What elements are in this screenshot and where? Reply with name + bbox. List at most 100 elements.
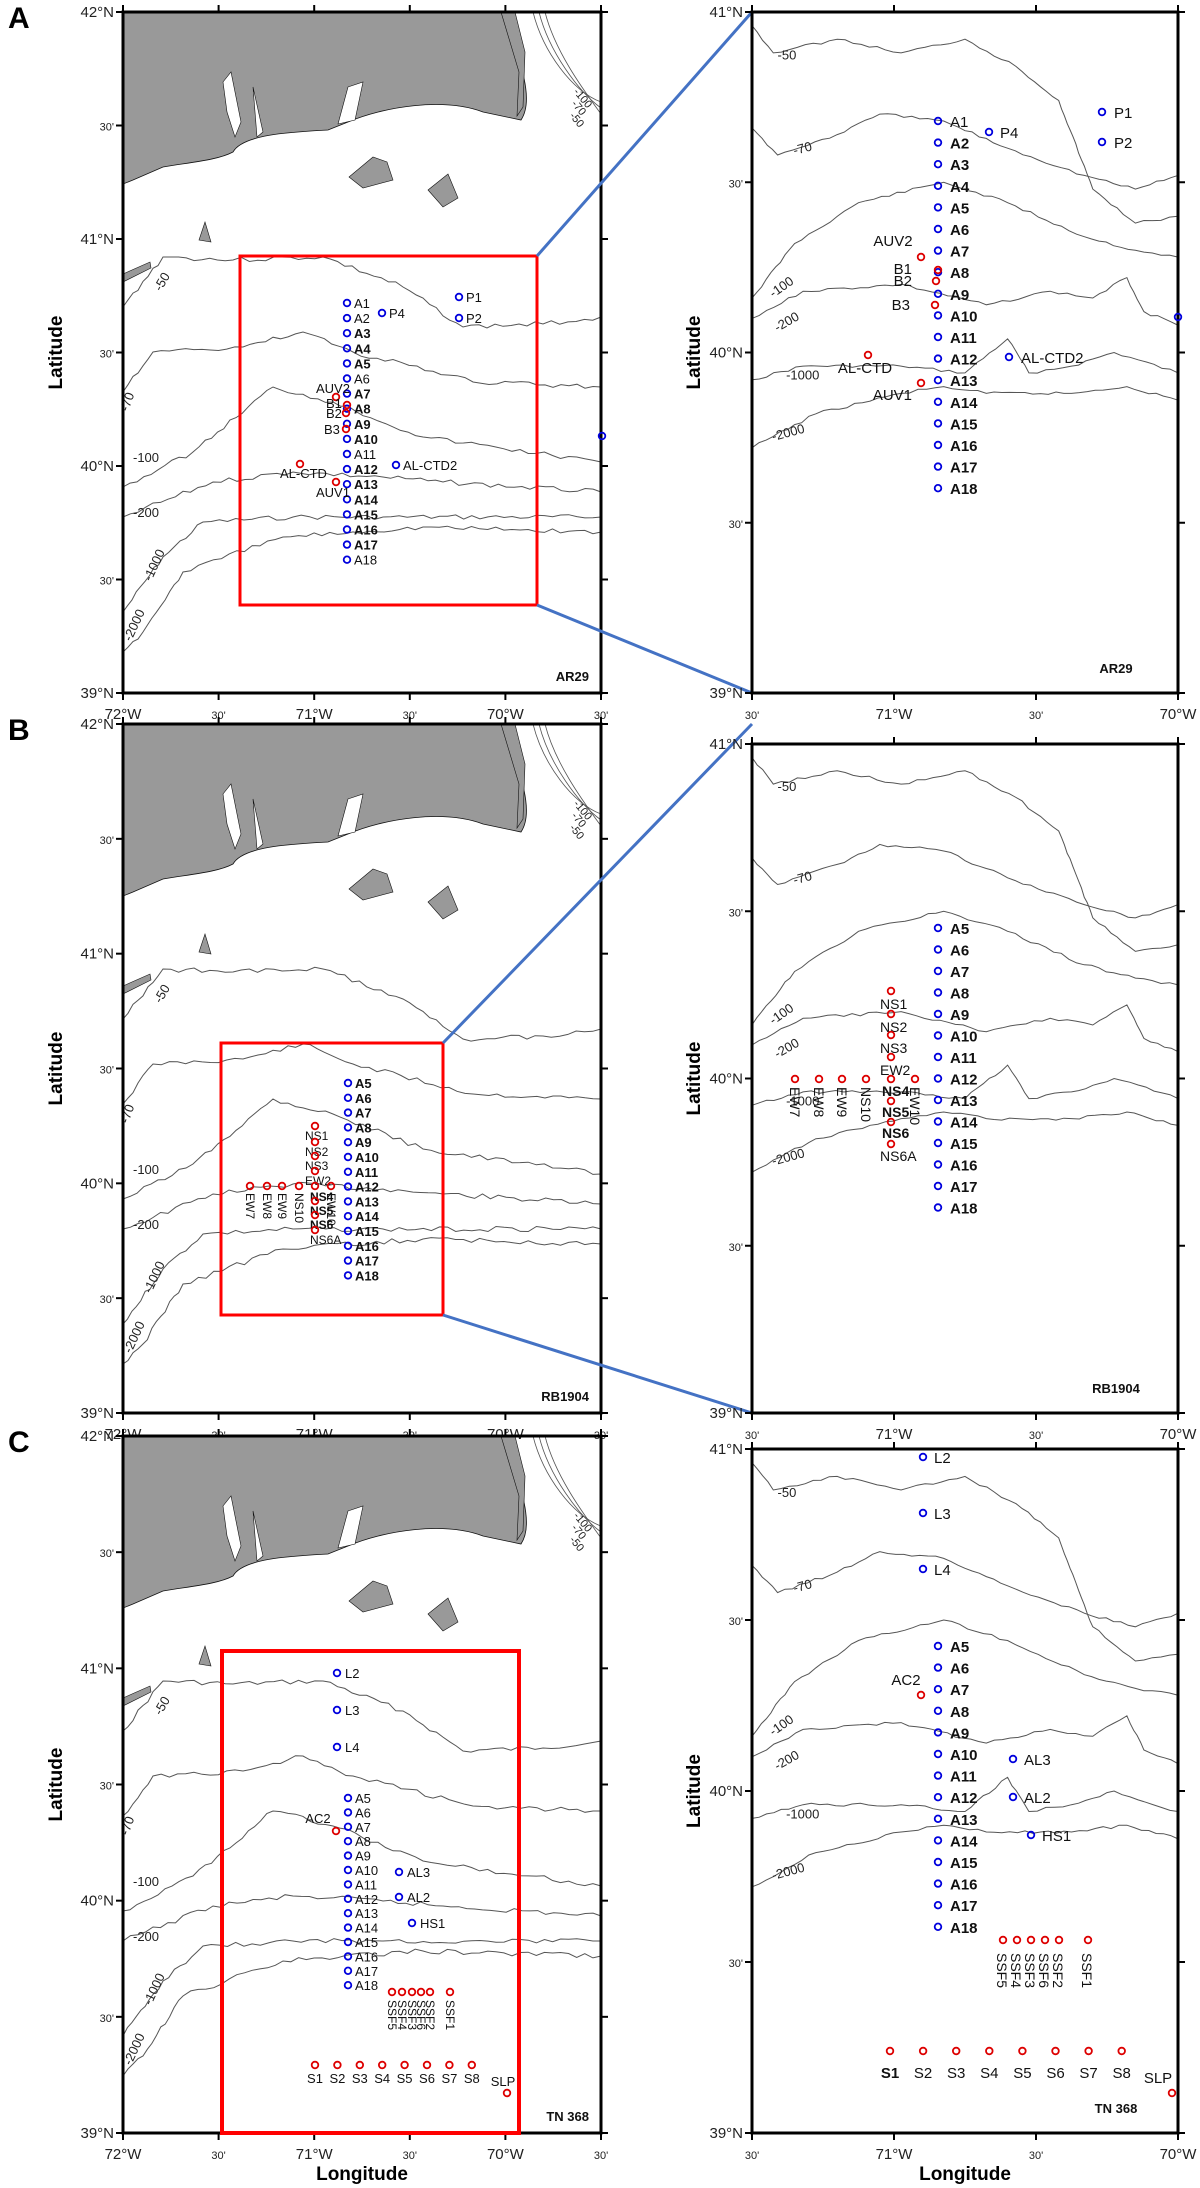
station-label: A16 bbox=[355, 1239, 379, 1254]
lat-tick-label: 39°N bbox=[709, 685, 743, 702]
station-a15: A15 bbox=[343, 1224, 379, 1239]
lon-tick-label: 30' bbox=[211, 2150, 225, 2162]
station-marker-icon bbox=[387, 1987, 397, 1997]
station-marker-icon bbox=[1026, 1935, 1036, 1945]
station-a8: A8 bbox=[933, 986, 969, 1003]
station-s3: S3 bbox=[947, 2046, 965, 2082]
isobath-m70 bbox=[122, 1043, 602, 1105]
station-marker-icon bbox=[343, 1108, 353, 1117]
lat-tick-label: 41°N bbox=[709, 1441, 743, 1458]
station-a14: A14 bbox=[343, 1921, 378, 1936]
station-a15: A15 bbox=[342, 507, 378, 522]
station-marker-icon bbox=[416, 1987, 426, 1997]
station-marker-icon bbox=[342, 359, 352, 368]
station-marker-icon bbox=[343, 1226, 353, 1236]
station-label: A5 bbox=[354, 356, 371, 371]
station-a7: A7 bbox=[342, 387, 371, 402]
station-marker-icon bbox=[454, 292, 464, 302]
station-marker-icon bbox=[342, 313, 352, 323]
station-label: A13 bbox=[950, 1093, 978, 1110]
station-marker-icon bbox=[295, 459, 305, 469]
lon-tick-label: 70°W bbox=[487, 706, 525, 723]
station-marker-icon bbox=[341, 424, 351, 434]
panel-letter-a: A bbox=[8, 2, 30, 35]
lat-tick-label: 30' bbox=[100, 1781, 114, 1793]
station-label: S5 bbox=[397, 2071, 413, 2086]
isobath-label: -50 bbox=[778, 1485, 797, 1500]
cruise-label: TN 368 bbox=[546, 2109, 589, 2124]
station-a18: A18 bbox=[933, 481, 978, 498]
zoom-map-b: -50-70-100-200-1000-200041°N30'40°N30'39… bbox=[684, 736, 1197, 1443]
lat-tick-label: 30' bbox=[729, 1242, 743, 1254]
station-marker-icon bbox=[933, 1879, 943, 1888]
station-marker-icon bbox=[933, 462, 943, 471]
station-marker-icon bbox=[916, 1690, 926, 1700]
station-a16: A16 bbox=[933, 438, 978, 455]
station-marker-icon bbox=[1054, 1935, 1064, 1945]
cruise-label: RB1904 bbox=[1092, 1381, 1140, 1396]
station-label: A7 bbox=[354, 387, 371, 402]
isobath-label: -2000 bbox=[770, 421, 806, 444]
station-label: A5 bbox=[950, 1639, 969, 1656]
station-a9: A9 bbox=[933, 1007, 969, 1024]
station-a15: A15 bbox=[343, 1935, 378, 1950]
station-b3: B3 bbox=[324, 422, 351, 437]
station-label: S8 bbox=[1113, 2065, 1131, 2082]
station-marker-icon bbox=[342, 464, 352, 474]
station-label: A6 bbox=[355, 1805, 371, 1820]
station-a10: A10 bbox=[343, 1150, 379, 1165]
zoom-map-a: -50-70-100-200-1000-200041°N30'40°N30'39… bbox=[684, 4, 1197, 723]
station-a14: A14 bbox=[933, 1115, 978, 1132]
station-marker-icon bbox=[886, 1052, 896, 1062]
isobath-label: -1000 bbox=[140, 1971, 168, 2007]
station-a16: A16 bbox=[342, 523, 378, 538]
lat-tick-label: 40°N bbox=[709, 1071, 743, 1088]
lon-tick-label: 30' bbox=[745, 710, 759, 722]
station-label: NS4 bbox=[310, 1190, 334, 1204]
station-label: A18 bbox=[354, 553, 377, 568]
station-label: HS1 bbox=[420, 1916, 445, 1931]
station-marker-icon bbox=[886, 1074, 896, 1084]
isobath-label: -50 bbox=[151, 270, 173, 294]
station-label: SSF5 bbox=[385, 2000, 399, 2030]
station-marker-icon bbox=[984, 127, 994, 137]
station-slp: SLP bbox=[1144, 2070, 1177, 2098]
station-marker-icon bbox=[445, 1987, 455, 1997]
station-a13: A13 bbox=[343, 1194, 379, 1209]
isobath-m2000 bbox=[122, 525, 602, 653]
station-label: A15 bbox=[950, 1855, 978, 1872]
station-marker-icon bbox=[933, 1663, 943, 1672]
station-marker-icon bbox=[342, 495, 352, 504]
station-label: NS6A bbox=[310, 1233, 341, 1247]
lat-tick-label: 30' bbox=[100, 576, 114, 588]
station-label: A15 bbox=[354, 507, 378, 522]
station-marker-icon bbox=[933, 1117, 943, 1126]
station-label: NS4 bbox=[882, 1083, 909, 1099]
station-label: S2 bbox=[329, 2071, 345, 2086]
station-marker-icon bbox=[933, 289, 943, 298]
station-label: B2 bbox=[326, 406, 342, 421]
station-s4: S4 bbox=[980, 2046, 998, 2082]
isobath-m100 bbox=[751, 910, 1179, 1026]
station-a9: A9 bbox=[342, 417, 371, 432]
station-auv2: AUV2 bbox=[316, 381, 350, 402]
station-marker-icon bbox=[377, 308, 387, 318]
station-marker-icon bbox=[1040, 1935, 1050, 1945]
station-marker-icon bbox=[933, 966, 943, 976]
station-a6: A6 bbox=[343, 1805, 371, 1820]
station-label: A16 bbox=[950, 1158, 978, 1175]
station-label: P4 bbox=[389, 306, 405, 321]
station-marker-icon bbox=[407, 1918, 417, 1928]
station-marker-icon bbox=[467, 2060, 476, 2070]
station-a10: A10 bbox=[343, 1863, 378, 1878]
station-slp: SLP bbox=[491, 2074, 515, 2098]
station-label: A8 bbox=[355, 1120, 372, 1135]
station-label: A8 bbox=[950, 1704, 969, 1721]
station-marker-icon bbox=[930, 300, 940, 310]
station-ns10: NS10 bbox=[292, 1181, 306, 1223]
station-label: A7 bbox=[950, 244, 969, 261]
station-s5: S5 bbox=[397, 2060, 413, 2086]
station-marker-icon bbox=[342, 389, 352, 398]
station-label: L3 bbox=[934, 1506, 951, 1523]
station-marker-icon bbox=[886, 1009, 896, 1019]
